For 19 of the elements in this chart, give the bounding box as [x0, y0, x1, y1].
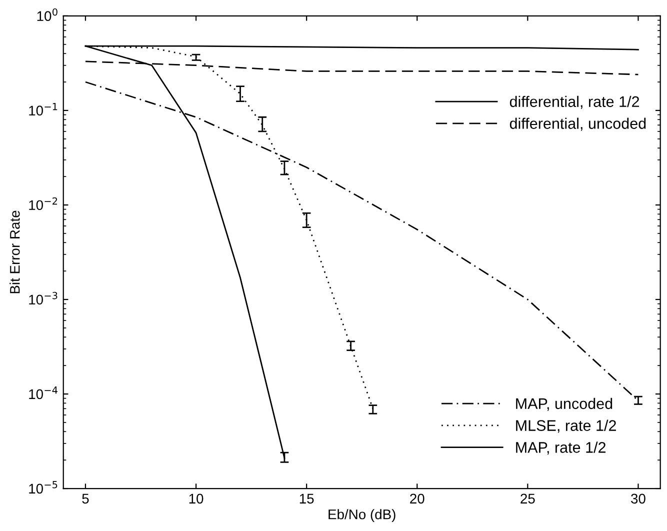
- legend-label: MLSE, rate 1/2: [516, 420, 616, 433]
- legend-label: differential, uncoded: [510, 118, 646, 131]
- y-tick-label: 10$^{0}$: [37, 8, 58, 21]
- legend-label: MAP, uncoded: [516, 398, 612, 411]
- x-tick-label: 30: [631, 494, 646, 504]
- y-tick-label: 10$^{−5}$: [29, 481, 58, 494]
- y-tick-label: 10$^{−3}$: [29, 292, 58, 305]
- x-tick-label: 5: [82, 494, 89, 504]
- y-tick-label: 10$^{−1}$: [29, 102, 58, 116]
- x-tick-label: 25: [520, 494, 535, 504]
- y-tick-label: 10$^{−2}$: [29, 197, 58, 210]
- legend-label: MAP, rate 1/2: [516, 442, 606, 455]
- x-axis-title: Eb/No (dB): [328, 509, 396, 522]
- y-axis-title: Bit Error Rate: [10, 210, 20, 294]
- y-tick-label: 10$^{−4}$: [29, 386, 58, 400]
- x-tick-label: 10: [189, 494, 204, 504]
- x-tick-label: 15: [300, 494, 314, 504]
- legend-label: differential, rate 1/2: [510, 96, 640, 109]
- x-tick-label: 20: [410, 494, 424, 504]
